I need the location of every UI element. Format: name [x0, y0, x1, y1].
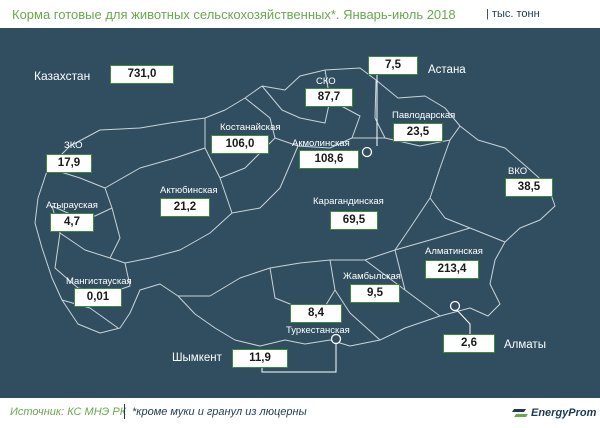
- source-note: Источник: КС МНЭ РК: [10, 406, 127, 418]
- region-value-mangistau: 0,01: [74, 288, 122, 307]
- border-aktobe: [104, 147, 233, 264]
- border-caspian: [61, 299, 119, 329]
- shymkent-marker: [330, 333, 342, 345]
- region-label-almaty-region: Алматинская: [425, 246, 483, 257]
- leader-shymkent: [261, 340, 337, 373]
- unit-label: | тыс. тонн: [486, 8, 540, 20]
- region-label-zhambyl: Жамбылская: [343, 271, 401, 282]
- region-value-almaty-region: 213,4: [425, 260, 479, 279]
- city-label-almaty: Алматы: [504, 339, 546, 351]
- border-akmola: [274, 99, 361, 149]
- region-value-atyrau: 4,7: [50, 213, 94, 232]
- region-label-karaganda: Карагандинская: [313, 196, 384, 207]
- region-label-vko: ВКО: [508, 166, 528, 177]
- region-label-sko: СКО: [316, 76, 336, 87]
- map-panel: Казахстан 731,0 ЗКО 17,9 Атырауская 4,7 …: [0, 28, 600, 398]
- region-label-kostanay: Костанайская: [220, 122, 281, 133]
- region-value-zhambyl: 9,5: [350, 284, 400, 303]
- chart-title: Корма готовые для животных сельскохозяйс…: [12, 7, 456, 22]
- region-label-turkestan: Туркестанская: [286, 325, 350, 336]
- region-value-vko: 38,5: [505, 178, 553, 197]
- logo-mark-icon: [512, 409, 528, 417]
- region-label-aktobe: Актюбинская: [160, 185, 218, 196]
- footer-divider: [124, 404, 125, 419]
- region-label-atyrau: Атырауская: [46, 200, 98, 211]
- region-value-akmola: 108,6: [299, 150, 359, 169]
- country-label: Казахстан: [34, 69, 91, 83]
- city-label-astana: Астана: [428, 64, 466, 76]
- region-value-sko: 87,7: [305, 88, 353, 107]
- city-value-almaty: 2,6: [443, 334, 495, 353]
- region-value-pavlodar: 23,5: [393, 123, 443, 142]
- region-label-akmola: Акмолинская: [292, 138, 350, 149]
- city-value-astana: 7,5: [368, 56, 418, 75]
- almaty-marker: [449, 300, 461, 312]
- footer: Источник: КС МНЭ РК *кроме муки и гранул…: [0, 398, 600, 428]
- region-label-pavlodar: Павлодарская: [392, 110, 456, 121]
- logo-text: EnergyProm: [531, 407, 597, 419]
- region-value-kostanay: 106,0: [211, 135, 269, 154]
- region-label-mangistau: Мангистауская: [66, 276, 132, 287]
- border-pavlodar: [374, 79, 461, 147]
- region-value-karaganda: 69,5: [330, 211, 378, 230]
- region-value-zko: 17,9: [46, 154, 92, 173]
- energyprom-logo: EnergyProm: [512, 405, 596, 421]
- region-value-turkestan: 8,4: [290, 304, 342, 323]
- country-total-box: 731,0: [110, 65, 174, 84]
- city-value-shymkent: 11,9: [232, 349, 288, 368]
- region-label-zko: ЗКО: [64, 140, 83, 151]
- astana-marker: [361, 146, 373, 158]
- region-value-aktobe: 21,2: [160, 198, 210, 217]
- title-bar: Корма готовые для животных сельскохозяйс…: [0, 0, 600, 28]
- border-vko: [429, 139, 506, 243]
- city-label-shymkent: Шымкент: [172, 352, 222, 364]
- footnote: *кроме муки и гранул из люцерны: [132, 406, 307, 418]
